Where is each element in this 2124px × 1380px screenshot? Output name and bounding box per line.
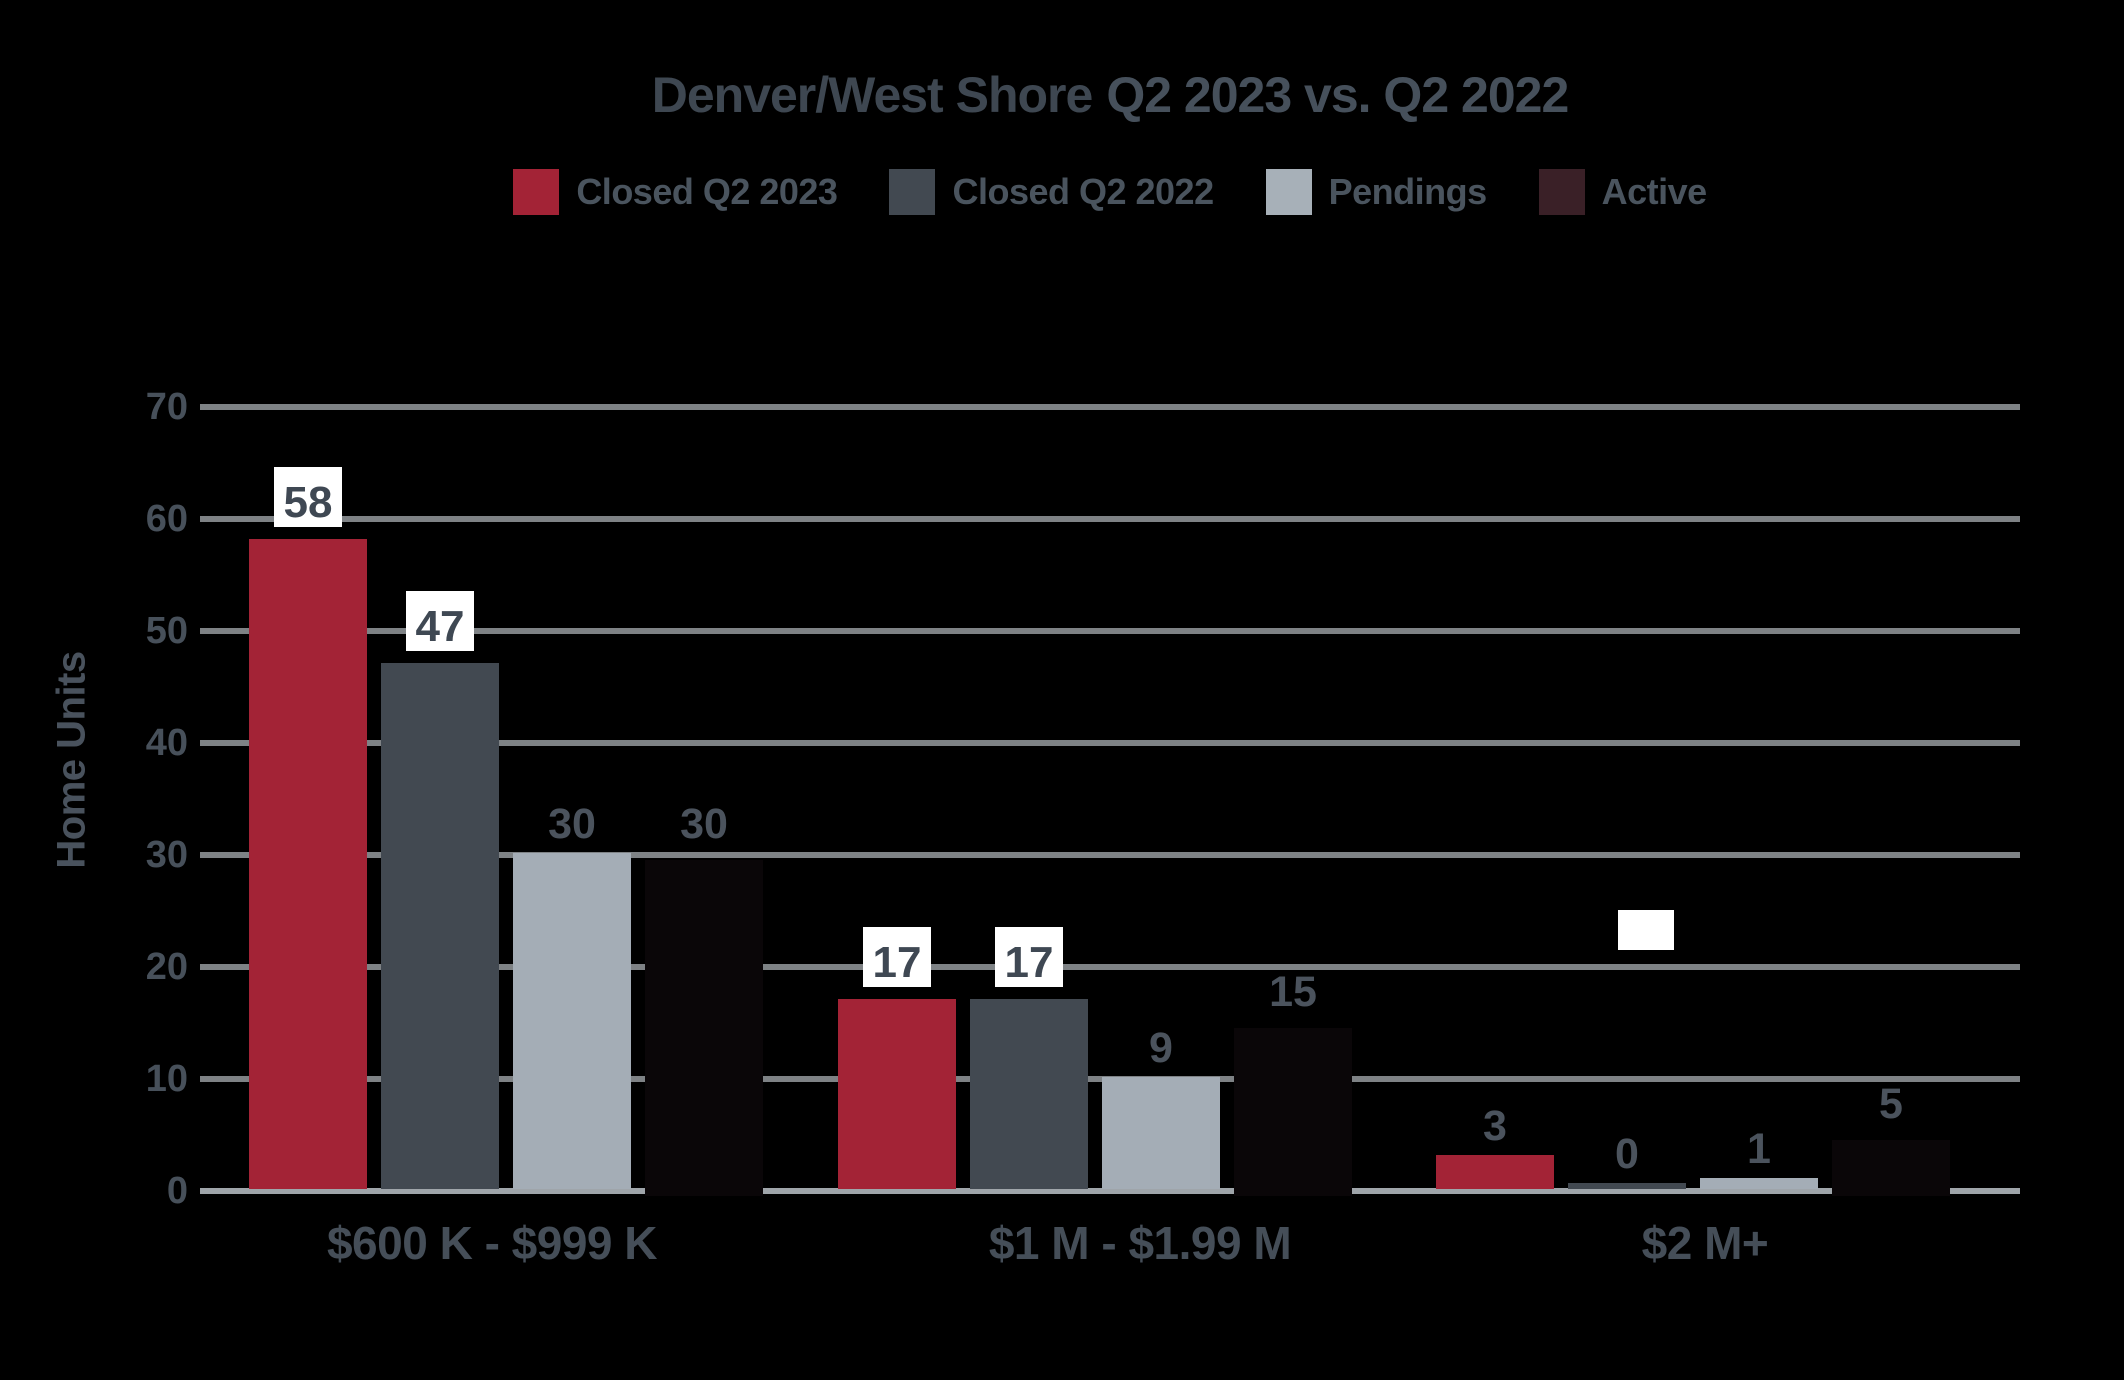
legend-label-1: Closed Q2 2023	[576, 171, 838, 212]
chart-title-rest: Q2 2023 vs. Q2 2022	[1106, 67, 1569, 123]
legend-item-4: Active	[1538, 169, 1708, 215]
y-tick-0: 0	[166, 1170, 188, 1212]
legend-swatch-1	[513, 169, 560, 215]
bar-active-group-3	[1832, 1140, 1950, 1196]
bar-closed-q2-2022-group-1	[381, 662, 499, 1189]
bar-pendings-group-2	[1102, 1077, 1220, 1189]
gridline-20	[200, 964, 2020, 970]
x-axis-baseline	[200, 1188, 2020, 1194]
gridline-60	[200, 516, 2020, 522]
y-tick-50: 50	[145, 610, 188, 652]
gridline-70	[200, 404, 2020, 410]
bar-active-group-1	[645, 860, 763, 1196]
y-tick-70: 70	[145, 386, 188, 428]
bar-closed-q2-2022-group-3	[1568, 1183, 1686, 1189]
gridline-30	[200, 852, 2020, 858]
value-label-box-47: 47	[406, 590, 474, 651]
legend-label-3: Pendings	[1328, 171, 1488, 212]
y-tick-30: 30	[145, 834, 188, 876]
value-label-box-17: 17	[863, 926, 931, 987]
value-label-active-group-1: 30	[680, 800, 728, 848]
bar-closed-q2-2023-group-2	[838, 998, 956, 1189]
gridline-40	[200, 740, 2020, 746]
y-tick-20: 20	[145, 946, 188, 988]
legend-item-2: Closed Q2 2022	[889, 169, 1214, 215]
bar-closed-q2-2023-group-1	[249, 539, 367, 1189]
y-tick-10: 10	[145, 1058, 188, 1100]
value-label-closed-q2-2023-group-3: 3	[1483, 1102, 1507, 1151]
bar-pendings-group-1	[513, 853, 631, 1189]
legend-item-1: Closed Q2 2023	[513, 169, 838, 215]
category-label-3: $2 M+	[1641, 1217, 1769, 1269]
legend-label-2: Closed Q2 2022	[952, 171, 1214, 212]
value-label-box-17: 17	[995, 926, 1063, 987]
gridline-50	[200, 628, 2020, 634]
y-tick-60: 60	[145, 498, 188, 540]
legend-item-3: Pendings	[1265, 169, 1488, 215]
category-label-2: $1 M - $1.99 M	[988, 1217, 1292, 1269]
chart-title: Denver/West Shore Q2 2023 vs. Q2 2022	[200, 66, 2020, 124]
legend-swatch-2	[889, 169, 936, 215]
value-label-active-group-2: 15	[1269, 968, 1317, 1016]
value-label-pendings-group-3: 1	[1747, 1124, 1771, 1173]
legend: Closed Q2 2023 Closed Q2 2022 Pendings Acti…	[200, 166, 2020, 218]
category-label-1: $600 K - $999 K	[326, 1217, 658, 1269]
legend-swatch-4	[1538, 169, 1585, 215]
bar-pendings-group-3	[1700, 1177, 1818, 1189]
legend-swatch-3	[1265, 169, 1312, 215]
value-label-box-58: 58	[274, 467, 342, 528]
value-label-pendings-group-1: 30	[548, 800, 596, 848]
empty-value-label-box	[1618, 910, 1674, 950]
value-label-active-group-3: 5	[1879, 1080, 1903, 1128]
legend-label-4: Active	[1601, 171, 1708, 212]
value-label-closed-q2-2022-group-3: 0	[1615, 1130, 1639, 1179]
chart-title-emphasis: Denver/West Shore	[651, 67, 1094, 123]
bar-active-group-2	[1234, 1028, 1352, 1196]
y-tick-40: 40	[145, 722, 188, 764]
bar-closed-q2-2023-group-3	[1436, 1155, 1554, 1189]
value-label-pendings-group-2: 9	[1149, 1024, 1173, 1072]
bar-closed-q2-2022-group-2	[970, 998, 1088, 1189]
